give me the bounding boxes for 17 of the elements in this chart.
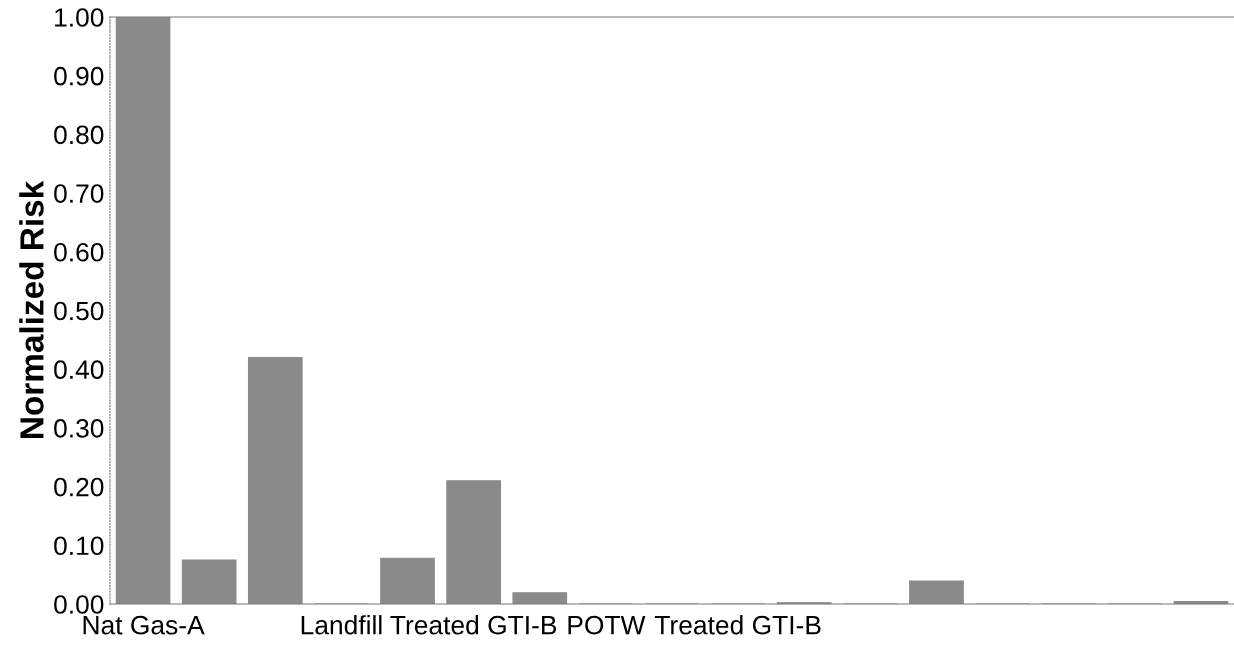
y-axis-title: Normalized Risk [19, 180, 44, 438]
y-tick-label: 0.30 [54, 419, 104, 438]
y-tick-label: 0.10 [54, 536, 104, 556]
y-tick-label: 0.80 [54, 125, 104, 145]
y-tick-label: 0.90 [54, 66, 104, 86]
x-tick-label: Treated GTI-B [654, 615, 821, 635]
x-tick-label: Treated GTI-B [390, 615, 557, 635]
y-tick-label: 0.70 [54, 184, 104, 203]
x-tick-label: Landfill [301, 615, 382, 635]
y-tick-label: 0.20 [54, 477, 104, 497]
y-tick-label: 0.00 [54, 595, 104, 614]
y-tick-label: 0.60 [54, 242, 104, 262]
y-tick-label: 0.50 [54, 301, 104, 321]
x-tick-label: POTW [568, 615, 646, 635]
x-tick-label: Nat Gas-A [83, 615, 205, 635]
y-tick-label: 0.40 [54, 360, 104, 380]
y-tick-label: 1.00 [55, 8, 104, 27]
